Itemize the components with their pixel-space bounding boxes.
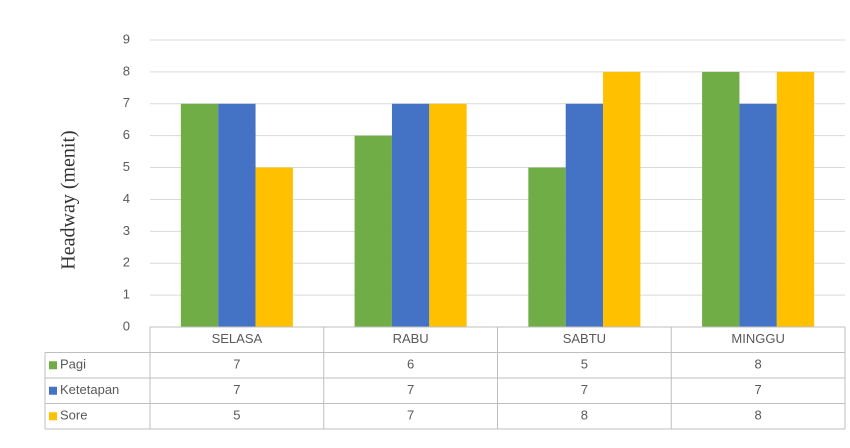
x-tick-label: MINGGU — [731, 331, 784, 346]
legend-swatch — [49, 361, 57, 369]
bar — [777, 72, 814, 327]
x-tick-label: SABTU — [563, 331, 606, 346]
y-axis-label: Headway (menit) — [58, 130, 80, 269]
table-value: 7 — [407, 382, 414, 397]
y-tick-label: 7 — [123, 95, 130, 110]
y-tick-label: 0 — [123, 318, 130, 333]
legend-label: Ketetapan — [60, 382, 119, 397]
table-value: 8 — [755, 408, 762, 423]
chart: Headway (menit) 0 1 2 3 4 5 6 7 8 9 SELASA RABU SABT… — [0, 0, 850, 448]
legend-label: Sore — [60, 408, 87, 423]
table-value: 6 — [407, 357, 414, 372]
y-tick-label: 6 — [123, 127, 130, 142]
bar — [566, 104, 603, 327]
legend-swatch — [49, 387, 57, 395]
table-value: 7 — [407, 408, 414, 423]
table-value: 5 — [581, 357, 588, 372]
bar — [739, 104, 776, 327]
table-value: 8 — [581, 408, 588, 423]
y-tick-label: 1 — [123, 287, 130, 302]
bar — [702, 72, 739, 327]
legend-swatch — [49, 412, 57, 420]
y-tick-label: 8 — [123, 63, 130, 78]
bar — [528, 168, 565, 327]
bar — [218, 104, 255, 327]
y-tick-label: 3 — [123, 223, 130, 238]
y-tick-label: 5 — [123, 159, 130, 174]
bar — [181, 104, 218, 327]
table-value: 8 — [755, 357, 762, 372]
table-value: 5 — [233, 408, 240, 423]
x-tick-label: RABU — [393, 331, 429, 346]
table-value: 7 — [233, 357, 240, 372]
table-value: 7 — [233, 382, 240, 397]
x-tick-label: SELASA — [212, 331, 263, 346]
table-value: 7 — [581, 382, 588, 397]
bar — [429, 104, 466, 327]
bar — [355, 136, 392, 327]
table-value: 7 — [755, 382, 762, 397]
bar — [392, 104, 429, 327]
y-tick-label: 2 — [123, 255, 130, 270]
bar — [603, 72, 640, 327]
bar — [256, 168, 293, 327]
y-tick-label: 9 — [123, 31, 130, 46]
legend-label: Pagi — [60, 357, 86, 372]
y-tick-label: 4 — [123, 191, 130, 206]
